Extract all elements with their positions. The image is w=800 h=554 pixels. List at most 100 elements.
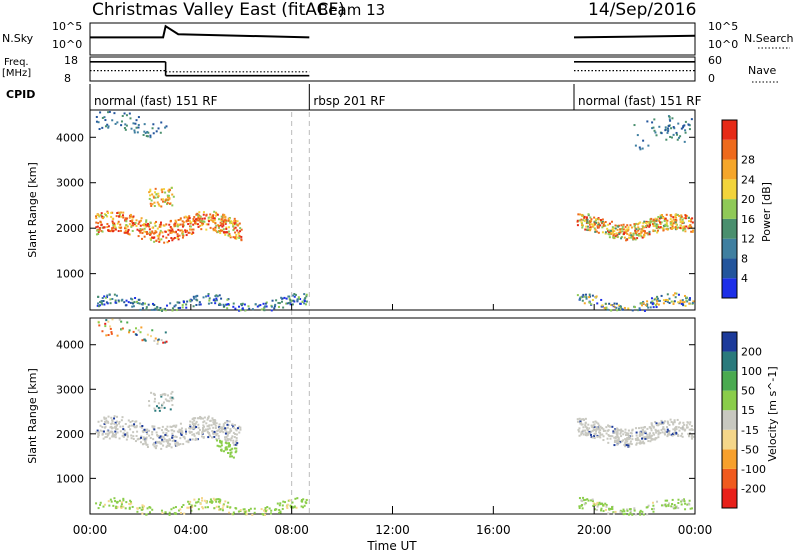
power-cell — [659, 216, 662, 219]
velocity-cell — [171, 390, 174, 393]
velocity-cell — [611, 435, 614, 438]
power-cell — [192, 305, 195, 308]
power-cell — [652, 126, 655, 129]
power-cell — [618, 308, 621, 311]
velocity-cell — [598, 431, 601, 434]
velocity-cell — [130, 502, 133, 505]
power-cell — [642, 302, 645, 305]
velocity-cell — [114, 421, 117, 424]
power-cell — [98, 228, 101, 231]
velocity-cell — [185, 432, 188, 435]
velocity-cell — [253, 511, 256, 514]
power-cell — [97, 222, 100, 225]
power-cell — [108, 293, 111, 296]
power-cell — [241, 307, 244, 310]
power-cell — [219, 224, 222, 227]
velocity-cell — [666, 428, 669, 431]
power-cell — [690, 230, 693, 233]
power-cell — [222, 220, 225, 223]
velocity-cell — [593, 435, 596, 438]
velocity-cell — [671, 434, 674, 437]
power-cell — [113, 222, 116, 225]
power-cell — [597, 221, 600, 224]
power-cell — [655, 224, 658, 227]
velocity-cell — [121, 327, 124, 330]
power-cell — [207, 223, 210, 226]
power-cell — [209, 226, 212, 229]
power-cell — [669, 223, 672, 226]
power-cell — [626, 232, 629, 235]
power-cell — [675, 227, 678, 230]
velocity-cell — [217, 445, 220, 448]
power-cell — [633, 124, 636, 127]
velocity-cell — [688, 435, 691, 438]
velocity-cell — [232, 431, 235, 434]
velocity-cell — [581, 500, 584, 503]
power-cell — [181, 220, 184, 223]
velocity-cell — [613, 444, 616, 447]
power-cell — [604, 232, 607, 235]
velocity-cell — [102, 437, 105, 440]
velocity-cell — [599, 433, 602, 436]
velocity-cell — [607, 512, 610, 515]
power-cell — [119, 229, 122, 232]
power-cell — [157, 127, 160, 130]
power-cell — [212, 299, 215, 302]
velocity-cell — [157, 435, 160, 438]
power-cell — [154, 308, 157, 311]
power-cell — [157, 237, 160, 240]
velocity-cell — [139, 441, 142, 444]
velocity-cell — [162, 436, 165, 439]
power-cell — [280, 300, 283, 303]
velocity-cell — [174, 442, 177, 445]
power-cell — [213, 218, 216, 221]
velocity-cell — [672, 423, 675, 426]
velocity-cell — [135, 333, 138, 336]
velocity-cell — [634, 513, 637, 516]
power-cell — [647, 233, 650, 236]
power-cell — [238, 235, 241, 238]
velocity-cell — [627, 429, 630, 432]
velocity-cell — [168, 513, 171, 516]
velocity-cell — [191, 433, 194, 436]
velocity-cell — [688, 499, 691, 502]
velocity-cbar-tick-5: 50 — [741, 385, 755, 398]
power-cell — [162, 198, 165, 201]
power-cell — [227, 303, 230, 306]
velocity-cell — [227, 445, 230, 448]
power-cell — [168, 202, 171, 205]
velocity-cell — [655, 424, 658, 427]
velocity-cell — [675, 432, 678, 435]
power-cell — [583, 220, 586, 223]
velocity-cell — [614, 428, 617, 431]
velocity-cell — [235, 507, 238, 510]
power-cell — [188, 217, 191, 220]
velocity-cell — [624, 431, 627, 434]
power-cell — [303, 300, 306, 303]
velocity-cell — [622, 439, 625, 442]
velocity-cell — [607, 441, 610, 444]
velocity-cell — [148, 511, 151, 514]
velocity-cell — [582, 433, 585, 436]
velocity-cell — [151, 425, 154, 428]
velocity-cell — [596, 435, 599, 438]
power-cell — [636, 237, 639, 240]
power-cell — [207, 293, 210, 296]
velocity-cell — [144, 339, 147, 342]
power-cell — [677, 226, 680, 229]
power-cell — [207, 294, 210, 297]
power-cell — [234, 237, 237, 240]
velocity-cell — [633, 509, 636, 512]
power-cell — [214, 222, 217, 225]
velocity-cell — [95, 431, 98, 434]
nave-label: Nave — [748, 64, 776, 77]
power-cell — [137, 235, 140, 238]
velocity-cell — [622, 508, 625, 511]
velocity-cell — [199, 417, 202, 420]
velocity-cell — [217, 437, 220, 440]
velocity-cell — [143, 338, 146, 341]
velocity-cell — [148, 434, 151, 437]
velocity-cell — [219, 430, 222, 433]
velocity-cell — [286, 507, 289, 510]
velocity-cell — [171, 434, 174, 437]
